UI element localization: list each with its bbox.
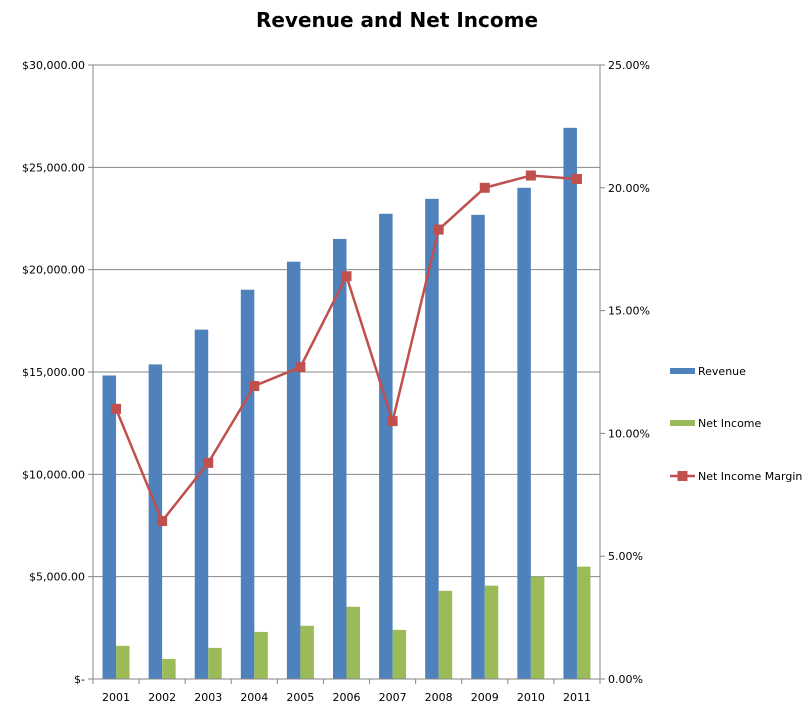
marker-net-income-margin (295, 362, 306, 373)
bar-revenue (333, 238, 347, 679)
bar-revenue (517, 187, 531, 680)
left-tick-label: $20,000.00 (22, 264, 85, 277)
left-tick-label: $- (74, 673, 85, 686)
bars (102, 127, 591, 680)
marker-net-income-margin (157, 516, 168, 527)
bar-net-income (438, 590, 453, 679)
x-tick-label: 2003 (194, 691, 222, 704)
bar-revenue (102, 375, 117, 679)
axes: $- $5,000.00 $10,000.00 $15,000.00 $20,000.0… (22, 59, 650, 704)
bar-revenue (286, 261, 301, 679)
bar-revenue (425, 198, 439, 680)
bar-net-income (116, 645, 130, 679)
legend: Revenue Net Income Net Income Margin (670, 365, 802, 483)
bar-revenue (471, 214, 485, 680)
margin-line (111, 170, 582, 527)
legend-swatch-marker (677, 471, 688, 481)
marker-net-income-margin (571, 173, 582, 184)
bar-revenue (240, 289, 255, 679)
bar-net-income (254, 631, 268, 679)
bar-net-income (300, 625, 314, 679)
marker-net-income-margin (433, 224, 444, 235)
bar-net-income (208, 647, 222, 679)
x-tick-label: 2008 (425, 691, 453, 704)
marker-net-income-margin (111, 403, 122, 414)
legend-swatch (670, 368, 695, 374)
right-tick-label: 20.00% (608, 182, 650, 195)
left-tick-label: $5,000.00 (29, 571, 85, 584)
right-tick-label: 5.00% (608, 550, 643, 563)
left-tick-label: $30,000.00 (22, 59, 85, 72)
bar-revenue (194, 329, 209, 679)
x-tick-label: 2007 (379, 691, 407, 704)
left-tick-label: $10,000.00 (22, 468, 85, 481)
x-tick-label: 2005 (286, 691, 314, 704)
right-tick-label: 10.00% (608, 427, 650, 440)
x-tick-label: 2002 (148, 691, 176, 704)
legend-swatch (670, 420, 695, 426)
x-tick-label: 2011 (563, 691, 591, 704)
bar-revenue (148, 364, 163, 679)
legend-label: Revenue (698, 365, 746, 378)
bar-net-income (346, 606, 360, 679)
bar-net-income (162, 658, 176, 679)
x-tick-label: 2006 (333, 691, 361, 704)
bar-revenue (563, 127, 577, 680)
bar-net-income (484, 585, 499, 679)
x-tick-label: 2010 (517, 691, 545, 704)
x-tick-label: 2004 (240, 691, 268, 704)
x-tick-label: 2009 (471, 691, 499, 704)
left-tick-label: $15,000.00 (22, 366, 85, 379)
marker-net-income-margin (341, 271, 352, 282)
legend-label: Net Income Margin (698, 470, 802, 483)
bar-revenue (379, 213, 393, 679)
marker-net-income-margin (249, 380, 260, 391)
x-tick-label: 2001 (102, 691, 130, 704)
right-tick-label: 0.00% (608, 673, 643, 686)
bar-net-income (530, 576, 545, 679)
left-tick-label: $25,000.00 (22, 161, 85, 174)
right-tick-label: 25.00% (608, 59, 650, 72)
chart-title: Revenue and Net Income (256, 8, 538, 32)
bar-net-income (392, 629, 407, 679)
right-tick-label: 15.00% (608, 305, 650, 318)
bar-net-income (576, 566, 591, 679)
marker-net-income-margin (203, 457, 214, 468)
marker-net-income-margin (525, 170, 536, 181)
marker-net-income-margin (479, 182, 490, 193)
legend-label: Net Income (698, 417, 762, 430)
marker-net-income-margin (387, 416, 398, 427)
